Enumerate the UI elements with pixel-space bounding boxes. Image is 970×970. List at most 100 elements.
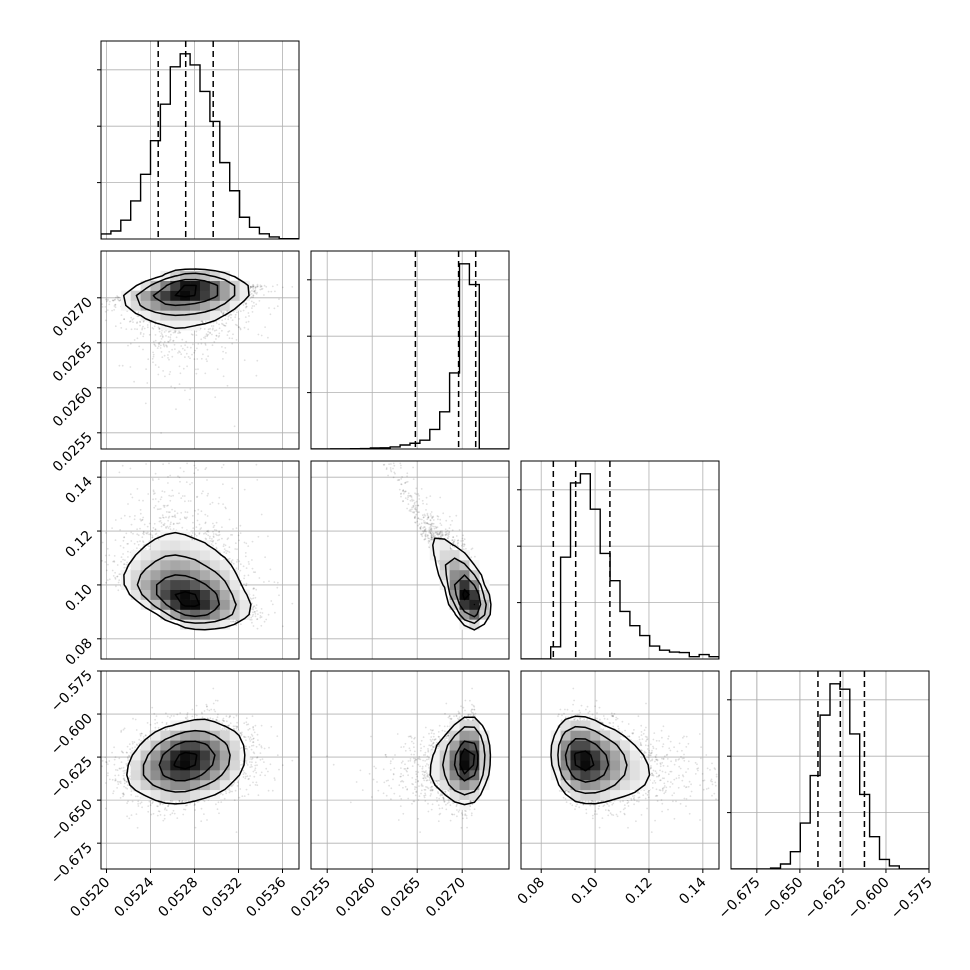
sample-point	[142, 335, 145, 338]
sample-point	[207, 333, 210, 336]
sample-point	[252, 294, 255, 297]
sample-point	[106, 299, 109, 302]
sample-point	[129, 342, 132, 345]
sample-point	[252, 285, 255, 288]
sample-point	[222, 358, 224, 360]
sample-point	[193, 351, 196, 354]
sample-point	[260, 285, 263, 288]
sample-point	[267, 290, 270, 293]
sample-point	[215, 338, 217, 340]
sample-point	[239, 327, 242, 330]
sample-point	[157, 342, 160, 345]
sample-point	[291, 286, 294, 288]
sample-point	[152, 361, 154, 364]
sample-point	[259, 286, 262, 288]
sample-point	[113, 299, 116, 301]
sample-point	[222, 323, 224, 326]
density-cell	[229, 300, 240, 311]
sample-point	[273, 307, 276, 310]
sample-point	[189, 388, 192, 390]
sample-point	[178, 383, 181, 385]
sample-point	[232, 310, 235, 313]
sample-point	[243, 359, 246, 362]
density-cell	[190, 310, 201, 321]
sample-point	[226, 334, 229, 336]
sample-point	[216, 368, 219, 371]
density-cell	[200, 270, 211, 281]
sample-point	[154, 339, 157, 342]
sample-point	[251, 307, 253, 309]
sample-point	[175, 408, 177, 411]
density-cell	[180, 270, 191, 281]
sample-point	[169, 339, 171, 342]
sample-point	[184, 344, 187, 346]
sample-point	[230, 620, 233, 623]
sample-point	[256, 359, 259, 362]
density-cell	[120, 290, 131, 301]
sample-point	[250, 292, 253, 295]
sample-point	[162, 370, 165, 372]
density-cell	[170, 280, 181, 291]
sample-point	[234, 313, 237, 316]
sample-point	[168, 358, 170, 361]
sample-point	[221, 322, 223, 325]
sample-point	[146, 382, 149, 384]
density-cell	[190, 300, 201, 311]
sample-point	[251, 285, 254, 288]
sample-point	[251, 615, 254, 618]
sample-point	[148, 333, 151, 336]
sample-point	[249, 286, 252, 288]
sample-point	[158, 330, 161, 333]
sample-point	[169, 330, 172, 332]
sample-point	[169, 336, 172, 339]
sample-point	[148, 321, 151, 324]
sample-point	[204, 344, 207, 346]
sample-point	[265, 285, 268, 288]
sample-point	[222, 312, 225, 314]
density-cell	[150, 290, 161, 301]
sample-point	[234, 323, 237, 326]
sample-point	[207, 355, 210, 358]
sample-point	[228, 518, 231, 521]
sample-point	[141, 327, 144, 330]
panel-grid: 0.02550.02600.02650.02700.080.100.120.14…	[48, 40, 936, 922]
sample-point	[172, 339, 175, 342]
sample-point	[130, 316, 133, 319]
sample-point	[162, 344, 165, 347]
sample-point	[139, 331, 142, 334]
sample-point	[215, 329, 218, 331]
sample-point	[227, 330, 230, 333]
sample-point	[259, 284, 262, 287]
sample-point	[128, 320, 131, 323]
sample-point	[237, 326, 240, 328]
sample-point	[220, 311, 223, 314]
sample-point	[114, 303, 117, 306]
sample-point	[191, 334, 194, 336]
sample-point	[205, 333, 208, 336]
sample-point	[236, 311, 238, 314]
sample-point	[177, 352, 179, 354]
sample-point	[267, 336, 269, 339]
sample-point	[170, 385, 173, 388]
sample-point	[121, 364, 124, 367]
sample-point	[162, 343, 165, 346]
histogram-step	[731, 683, 929, 869]
sample-point	[117, 296, 120, 299]
sample-point	[229, 313, 232, 316]
sample-point	[221, 346, 223, 348]
sample-point	[143, 327, 146, 330]
density-cell	[209, 310, 221, 321]
sample-point	[215, 322, 218, 324]
sample-point	[178, 350, 180, 353]
sample-point	[101, 559, 103, 562]
sample-point	[139, 509, 142, 511]
sample-point	[108, 300, 111, 303]
sample-point	[205, 533, 208, 535]
sample-point	[203, 328, 206, 330]
sample-point	[106, 579, 109, 581]
sample-point	[154, 344, 156, 346]
sample-point	[252, 284, 255, 287]
sample-point	[137, 311, 140, 313]
sample-point	[244, 306, 247, 309]
contour-level-1	[174, 284, 197, 298]
